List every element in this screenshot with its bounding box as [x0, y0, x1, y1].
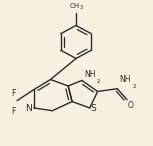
Text: S: S — [91, 104, 97, 113]
Text: F: F — [12, 89, 16, 98]
Text: N: N — [25, 104, 32, 113]
Text: NH: NH — [84, 70, 95, 79]
Text: F: F — [12, 107, 16, 116]
Text: 2: 2 — [133, 84, 136, 89]
Text: O: O — [128, 101, 134, 110]
Text: NH: NH — [119, 75, 131, 84]
Text: CH$_3$: CH$_3$ — [69, 2, 84, 12]
Text: 2: 2 — [97, 79, 100, 84]
